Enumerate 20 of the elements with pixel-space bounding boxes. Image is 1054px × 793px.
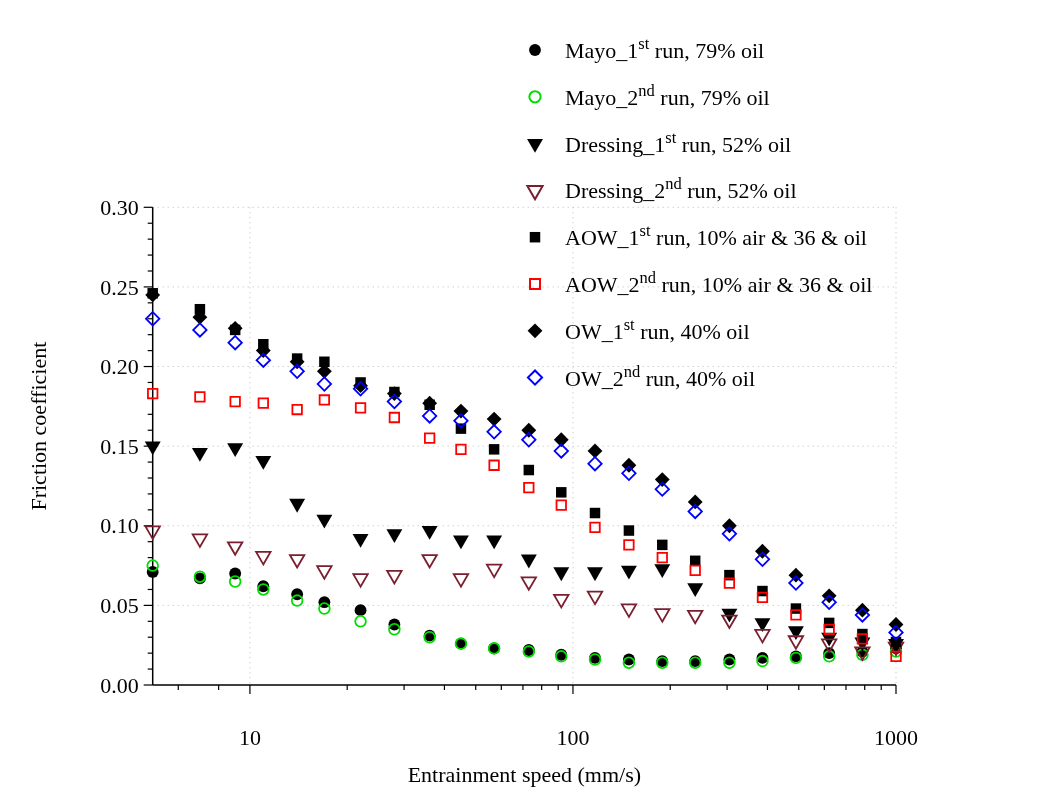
legend-label: Dressing_1$^{st}$ run, 52% oil: [565, 127, 792, 157]
y-tick-label: 0.30: [100, 195, 139, 220]
y-tick-label: 0.05: [100, 593, 139, 619]
y-axis-title: Friction coefficient: [26, 341, 51, 511]
legend-label: OW_1$^{st}$ run, 40% oil: [565, 314, 750, 344]
legend-label: Mayo_2$^{nd}$ run, 79% oil: [565, 80, 770, 110]
legend-label: Mayo_1$^{st}$ run, 79% oil: [565, 33, 765, 63]
x-tick-label: 10: [238, 725, 261, 750]
y-tick-label: 0.20: [100, 354, 139, 380]
x-axis-title: Entrainment speed (mm/s): [407, 762, 642, 787]
x-tick-label: 1000: [874, 725, 918, 750]
legend-label: Dressing_2$^{nd}$ run, 52% oil: [565, 173, 797, 204]
y-tick-label: 0.15: [100, 433, 139, 459]
x-tick-label: 100: [556, 725, 590, 750]
legend-label: OW_2$^{nd}$ run, 40% oil: [565, 361, 756, 391]
y-tick-label: 0.00: [100, 672, 139, 698]
y-tick-label: 0.10: [100, 513, 139, 539]
y-tick-label: 0.25: [100, 274, 139, 300]
legend-label: AOW_1$^{st}$ run, 10% air & 36 & oil: [565, 220, 867, 251]
legend-label: AOW_2$^{nd}$ run, 10% air & 36 & oil: [565, 267, 873, 297]
